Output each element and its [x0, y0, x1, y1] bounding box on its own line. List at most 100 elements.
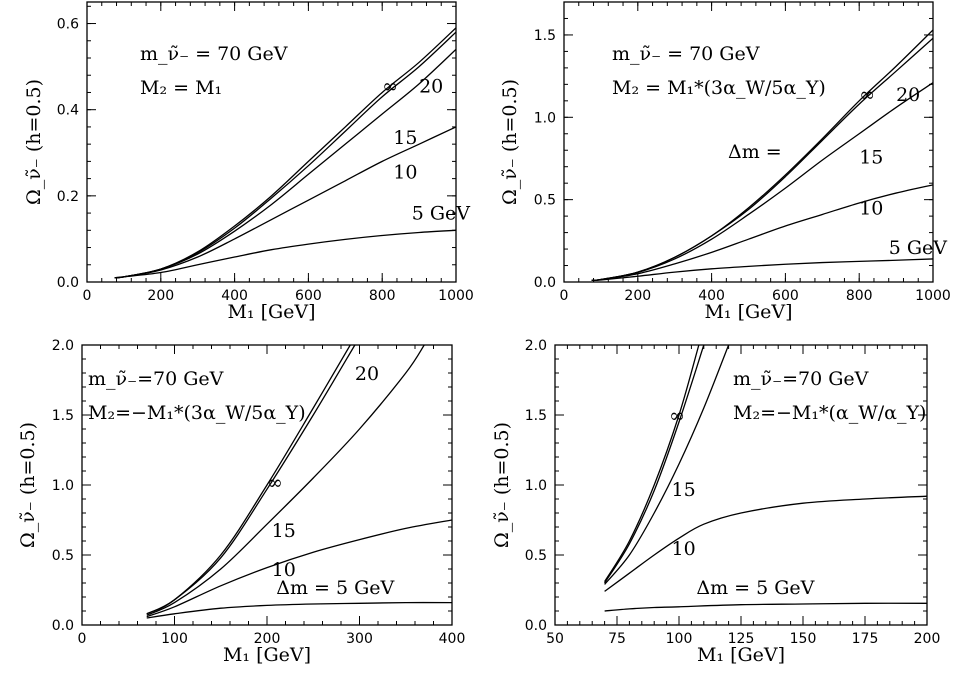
curve-label: ∞	[669, 405, 685, 427]
series-curve	[114, 229, 456, 279]
annotation-text: M₂ = M₁*(3α_W/5α_Y)	[612, 77, 826, 99]
series-curve	[604, 345, 700, 582]
y-tick-label: 1.0	[52, 478, 74, 494]
y-tick-label: 0.5	[52, 548, 74, 564]
x-tick-label: 400	[698, 288, 725, 304]
curve-label: 5 GeV	[889, 237, 948, 259]
x-tick-label: 0	[83, 288, 92, 304]
x-tick-label: 200	[914, 631, 941, 647]
annotation-text: Δm =	[728, 141, 782, 163]
series-curve	[591, 258, 933, 282]
curve-label: 10	[272, 559, 296, 581]
y-tick-label: 0.6	[57, 17, 79, 33]
plot-frame	[563, 1, 934, 283]
curve-label: 15	[859, 146, 883, 168]
series-curve	[604, 602, 927, 612]
series-curve	[146, 345, 356, 615]
curve-label: 20	[355, 363, 379, 385]
series-curve	[146, 345, 425, 616]
series-curve	[114, 126, 456, 279]
curve-label: 10	[393, 162, 417, 184]
plot-frame	[86, 1, 457, 283]
annotation-text: M₂=−M₁*(3α_W/5α_Y)	[88, 402, 306, 424]
chart-panel-bottom-right: 50 75 100 125 150 175 200 0.0 0.5 1.0 1.5 2.0 ∞ 15 10Δ…	[491, 338, 940, 666]
curve-label: ∞	[267, 472, 283, 494]
series-curve	[604, 345, 730, 585]
x-tick-label: 1000	[915, 288, 951, 304]
curve-label: ∞	[382, 75, 398, 97]
series-curve	[604, 495, 927, 592]
y-tick-label: 2.0	[525, 338, 547, 354]
x-tick-label: 175	[852, 631, 879, 647]
annotation-text: M₂ = M₁	[140, 77, 222, 99]
curve-label: Δm = 5 GeV	[276, 577, 394, 599]
x-axis-label: M₁ [GeV]	[223, 644, 311, 666]
y-tick-label: 0.4	[57, 103, 79, 119]
curve-label: Δm = 5 GeV	[696, 577, 814, 599]
y-tick-label: 1.5	[525, 408, 547, 424]
x-tick-label: 200	[147, 288, 174, 304]
x-tick-label: 200	[254, 631, 281, 647]
x-tick-label: 0	[78, 631, 87, 647]
x-tick-label: 150	[790, 631, 817, 647]
curve-label: 10	[672, 538, 696, 560]
series-curve	[591, 184, 933, 282]
x-tick-label: 800	[369, 288, 396, 304]
curve-label: 20	[419, 75, 443, 97]
x-tick-label: 75	[608, 631, 626, 647]
y-tick-label: 0.0	[534, 275, 556, 291]
x-tick-label: 1000	[438, 288, 474, 304]
x-tick-label: 600	[295, 288, 322, 304]
curve-label: ∞	[859, 84, 875, 106]
x-tick-label: 800	[846, 288, 873, 304]
annotation-text: m_ν̃₋=70 GeV	[88, 368, 224, 390]
x-axis-label: M₁ [GeV]	[697, 644, 785, 666]
y-tick-label: 1.5	[52, 408, 74, 424]
curve-label: 5 GeV	[412, 203, 471, 225]
y-tick-label: 0.0	[52, 618, 74, 634]
x-tick-label: 600	[772, 288, 799, 304]
chart-panel-top-right: 0 200 400 600 800 1000 0.0 0.5 1.0 1.5 ∞ 20 15 10 5 Ge…	[499, 1, 951, 323]
y-tick-label: 1.5	[534, 28, 556, 44]
y-tick-label: 0.2	[57, 189, 79, 205]
x-tick-label: 200	[624, 288, 651, 304]
y-tick-label: 0.0	[525, 618, 547, 634]
x-axis-label: M₁ [GeV]	[227, 301, 315, 323]
series-curve	[114, 27, 456, 279]
y-tick-label: 1.0	[525, 478, 547, 494]
series-curve	[114, 31, 456, 279]
y-axis-label: Ω_ν̃₋ (h=0.5)	[17, 422, 39, 548]
series-curve	[146, 519, 452, 618]
chart-panel-top-left: 0 200 400 600 800 1000 0.0 0.2 0.4 0.6 ∞ 20 15 10 5 Ge…	[23, 1, 474, 323]
x-tick-label: 300	[346, 631, 373, 647]
annotation-text: m_ν̃₋ = 70 GeV	[140, 43, 288, 65]
y-axis-label: Ω_ν̃₋ (h=0.5)	[23, 79, 45, 205]
x-axis-label: M₁ [GeV]	[704, 301, 792, 323]
y-tick-label: 0.5	[534, 193, 556, 209]
series-curve	[591, 82, 933, 282]
annotation-text: m_ν̃₋ = 70 GeV	[612, 43, 760, 65]
y-tick-label: 0.0	[57, 275, 79, 291]
y-tick-label: 1.0	[534, 110, 556, 126]
y-axis-label: Ω_ν̃₋ (h=0.5)	[499, 79, 521, 205]
curve-label: 15	[272, 520, 296, 542]
curve-label: 20	[896, 84, 920, 106]
series-curve	[146, 601, 452, 619]
x-tick-label: 125	[728, 631, 755, 647]
y-tick-label: 2.0	[52, 338, 74, 354]
x-tick-label: 400	[221, 288, 248, 304]
y-tick-label: 0.5	[525, 548, 547, 564]
x-tick-label: 100	[666, 631, 693, 647]
curve-label: 15	[672, 479, 696, 501]
x-tick-label: 0	[560, 288, 569, 304]
y-axis-label: Ω_ν̃₋ (h=0.5)	[491, 422, 513, 548]
x-tick-label: 50	[546, 631, 564, 647]
annotation-text: M₂=−M₁*(α_W/α_Y)	[733, 402, 926, 424]
curve-label: 10	[859, 197, 883, 219]
curve-label: 15	[393, 127, 417, 149]
x-tick-label: 400	[439, 631, 466, 647]
x-tick-label: 100	[161, 631, 188, 647]
annotation-text: m_ν̃₋=70 GeV	[733, 368, 869, 390]
